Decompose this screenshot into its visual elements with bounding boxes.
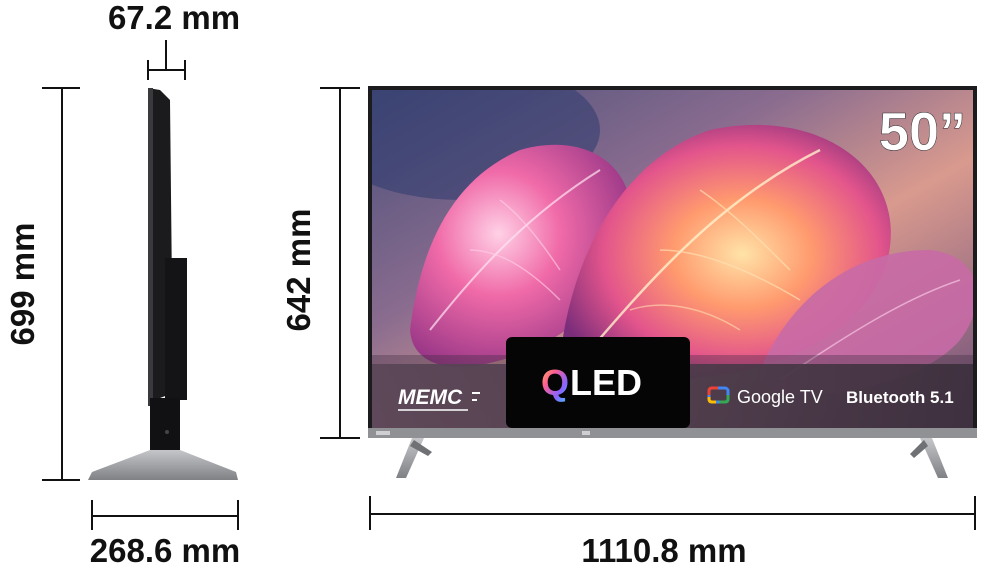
qled-text: LED: [570, 362, 642, 403]
width-dimension: 1110.8 mm: [369, 496, 976, 569]
side-view: [88, 88, 238, 480]
memc-mark: [472, 392, 480, 394]
front-sensor: [582, 431, 590, 435]
front-view: 50” MEMC Q LED Google TV Bluetooth 5.1: [368, 86, 977, 478]
screen-size-badge: 50”: [879, 102, 966, 162]
side-stand-neck: [150, 398, 180, 450]
qled-panel: [506, 337, 690, 428]
google-tv-icon: [707, 386, 730, 404]
height-panel-dimension: 642 mm: [280, 87, 360, 439]
height-total-dimension: 699 mm: [4, 87, 80, 481]
stand-depth-label: 268.6 mm: [90, 532, 240, 569]
front-stand-right-foot: [910, 440, 928, 458]
front-brand-mark: [376, 431, 390, 435]
memc-mark-2: [472, 399, 477, 401]
side-stand-foot: [88, 450, 238, 480]
depth-label: 67.2 mm: [108, 0, 240, 36]
front-stand-right: [920, 438, 948, 478]
bluetooth-label: Bluetooth 5.1: [846, 388, 954, 407]
width-label: 1110.8 mm: [581, 532, 746, 569]
side-back-housing: [165, 258, 187, 400]
height-panel-label: 642 mm: [280, 209, 317, 332]
front-stand-left-foot: [410, 440, 432, 456]
qled-q: Q: [541, 362, 569, 403]
height-total-label: 699 mm: [4, 223, 41, 346]
depth-dimension: 67.2 mm: [108, 0, 240, 80]
front-bottom-trim: [368, 428, 977, 438]
side-panel-bezel: [148, 88, 153, 406]
side-stand-screw: [165, 430, 169, 434]
memc-label: MEMC: [398, 386, 463, 409]
stand-depth-dimension: 268.6 mm: [90, 500, 240, 569]
google-tv-label: Google TV: [737, 387, 823, 407]
